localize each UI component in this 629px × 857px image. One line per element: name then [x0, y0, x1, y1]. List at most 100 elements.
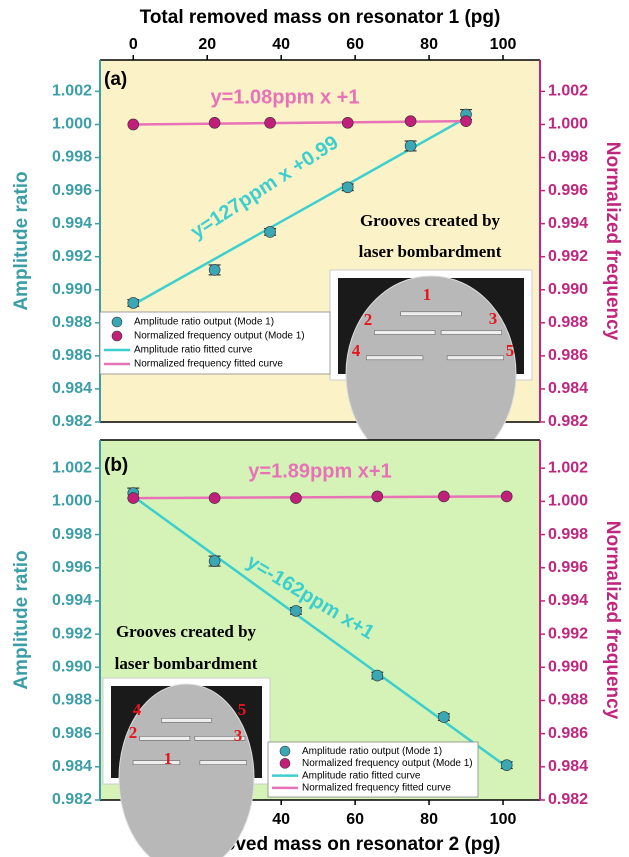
y-tick-label: 0.992	[52, 248, 92, 265]
inset-title: Grooves created by	[116, 622, 257, 641]
data-point	[501, 760, 512, 771]
y-axis-title: Amplitude ratio	[11, 171, 32, 310]
inset-label: 5	[238, 700, 247, 719]
y2-tick-label: 0.984	[548, 758, 588, 775]
x-tick-label: 80	[420, 36, 438, 53]
inset-label: 3	[489, 309, 498, 328]
y2-tick-label: 0.982	[548, 791, 588, 808]
inset-label: 5	[506, 341, 515, 360]
legend-label: Amplitude ratio fitted curve	[134, 345, 253, 356]
y-tick-label: 0.996	[52, 559, 92, 576]
y-tick-label: 0.994	[52, 215, 92, 232]
data-point	[438, 491, 449, 502]
legend-label: Normalized frequency fitted curve	[134, 359, 283, 370]
data-point	[128, 493, 139, 504]
inset-title: laser bombardment	[115, 654, 258, 673]
inset-groove	[133, 761, 180, 765]
y2-tick-label: 0.996	[548, 182, 588, 199]
inset-groove	[140, 736, 190, 740]
y-tick-label: 1.002	[52, 459, 92, 476]
data-point	[372, 670, 383, 681]
inset-groove	[366, 356, 423, 360]
x-tick-label: 60	[346, 36, 364, 53]
inset-title: laser bombardment	[359, 242, 502, 261]
data-point	[438, 712, 449, 723]
y2-tick-label: 0.988	[548, 314, 588, 331]
inset-groove	[161, 718, 211, 722]
y2-tick-label: 0.994	[548, 215, 588, 232]
legend-swatch	[280, 746, 290, 756]
y2-tick-label: 1.000	[548, 116, 588, 133]
y-tick-label: 0.996	[52, 182, 92, 199]
y2-tick-label: 0.986	[548, 725, 588, 742]
y2-tick-label: 0.982	[548, 413, 588, 430]
y-tick-label: 0.994	[52, 592, 92, 609]
y2-tick-label: 0.984	[548, 380, 588, 397]
y2-tick-label: 0.994	[548, 592, 588, 609]
chart: 0 20 40 60 80 100 Total removed mass on resona…	[0, 0, 629, 857]
inset-title: Grooves created by	[360, 211, 501, 230]
inset-groove	[447, 356, 504, 360]
x-tick-label: 100	[490, 811, 517, 828]
y-tick-label: 0.998	[52, 526, 92, 543]
panel-label: (a)	[104, 69, 127, 90]
panel-label: (b)	[104, 455, 128, 476]
legend-swatch	[112, 317, 122, 327]
equation: y=1.89ppm x+1	[248, 460, 391, 482]
y2-tick-label: 0.998	[548, 149, 588, 166]
data-point	[405, 116, 416, 127]
equation: y=1.08ppm x +1	[211, 86, 360, 108]
y2-tick-label: 0.998	[548, 526, 588, 543]
y-tick-label: 0.982	[52, 791, 92, 808]
y2-tick-label: 0.988	[548, 692, 588, 709]
y-tick-label: 0.984	[52, 380, 92, 397]
inset-groove	[401, 312, 462, 316]
y2-axis-title: Normalized frequency	[602, 142, 623, 341]
y2-axis-title: Normalized frequency	[602, 521, 623, 720]
y2-tick-label: 1.002	[548, 83, 588, 100]
data-point	[290, 493, 301, 504]
x-axis-title: Total removed mass on resonator 1 (pg)	[140, 7, 501, 28]
x-tick-label: 40	[272, 811, 290, 828]
x-tick-label: 80	[420, 811, 438, 828]
data-point	[128, 119, 139, 130]
data-point	[209, 117, 220, 128]
legend-label: Amplitude ratio output (Mode 1)	[134, 317, 274, 328]
x-tick-label: 100	[490, 36, 517, 53]
y-tick-label: 0.998	[52, 149, 92, 166]
legend-label: Amplitude ratio output (Mode 1)	[302, 746, 442, 757]
fit-line	[133, 496, 506, 498]
data-point	[209, 493, 220, 504]
inset-label: 2	[129, 723, 138, 742]
legend-swatch	[112, 331, 122, 341]
y2-tick-label: 0.996	[548, 559, 588, 576]
data-point	[372, 491, 383, 502]
data-point	[128, 297, 139, 308]
y-axis-title: Amplitude ratio	[11, 550, 32, 689]
legend-label: Normalized frequency fitted curve	[302, 783, 451, 794]
data-point	[265, 117, 276, 128]
y2-tick-label: 0.990	[548, 281, 588, 298]
y2-tick-label: 0.992	[548, 625, 588, 642]
x-tick-label: 20	[198, 36, 216, 53]
inset-label: 1	[164, 749, 173, 768]
legend-label: Amplitude ratio fitted curve	[302, 770, 421, 781]
inset-label: 1	[423, 285, 432, 304]
data-point	[265, 226, 276, 237]
inset-groove	[200, 761, 247, 765]
legend-swatch	[280, 758, 290, 768]
x-tick-label: 40	[272, 36, 290, 53]
data-point	[342, 117, 353, 128]
y-tick-label: 1.000	[52, 116, 92, 133]
x-tick-label: 0	[129, 36, 138, 53]
y-tick-label: 0.986	[52, 725, 92, 742]
data-point	[405, 140, 416, 151]
inset-label: 4	[352, 341, 361, 360]
data-point	[501, 491, 512, 502]
data-point	[209, 264, 220, 275]
y2-tick-label: 0.992	[548, 248, 588, 265]
y2-tick-label: 0.986	[548, 347, 588, 364]
inset-groove	[441, 331, 502, 335]
y2-tick-label: 1.002	[548, 459, 588, 476]
y-tick-label: 0.990	[52, 281, 92, 298]
